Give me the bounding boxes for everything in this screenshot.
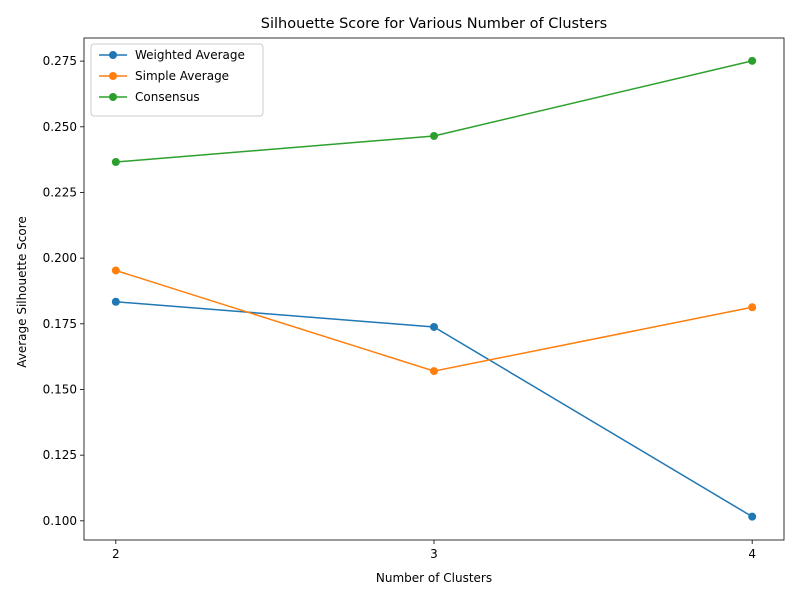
x-tick-label: 3 <box>430 547 438 561</box>
y-tick-label: 0.150 <box>43 382 77 396</box>
legend-label-simple-average: Simple Average <box>135 69 229 83</box>
data-point-weighted-average <box>111 297 120 306</box>
data-point-consensus <box>430 131 438 140</box>
x-tick-label: 4 <box>748 547 756 561</box>
legend-box <box>90 43 264 117</box>
data-point-simple-average <box>430 367 438 376</box>
chart-title: Silhouette Score for Various Number of C… <box>261 16 607 32</box>
data-point-consensus <box>111 157 120 166</box>
legend-label-consensus: Consensus <box>135 90 200 104</box>
plot-area: 2 3 4 0.100 0.125 0.150 0.175 0.200 0.225 0.250 0.… <box>43 37 785 561</box>
y-tick-label: 0.250 <box>43 120 77 134</box>
legend-label-weighted-average: Weighted Average <box>135 48 245 62</box>
data-point-weighted-average <box>748 512 757 521</box>
data-point-consensus <box>748 56 757 65</box>
x-tick-label: 2 <box>112 547 120 561</box>
legend-marker-consensus <box>109 93 117 101</box>
y-tick-label: 0.225 <box>43 185 77 199</box>
y-axis-label: Average Silhouette Score <box>15 216 29 368</box>
legend: Weighted Average Simple Average Consensus <box>90 43 264 117</box>
legend-marker-weighted-average <box>109 51 117 59</box>
series-line-simple-average <box>115 269 753 372</box>
data-point-simple-average <box>748 303 757 312</box>
y-tick-label: 0.125 <box>43 448 77 462</box>
legend-marker-simple-average <box>109 72 117 80</box>
y-tick-label: 0.175 <box>43 317 77 331</box>
series-line-weighted-average <box>115 300 753 518</box>
data-point-weighted-average <box>430 322 438 331</box>
x-axis-label: Number of Clusters <box>376 571 492 585</box>
data-point-simple-average <box>111 266 120 275</box>
y-tick-label: 0.275 <box>43 54 77 68</box>
y-tick-label: 0.200 <box>43 251 77 265</box>
y-tick-label: 0.100 <box>43 514 77 528</box>
